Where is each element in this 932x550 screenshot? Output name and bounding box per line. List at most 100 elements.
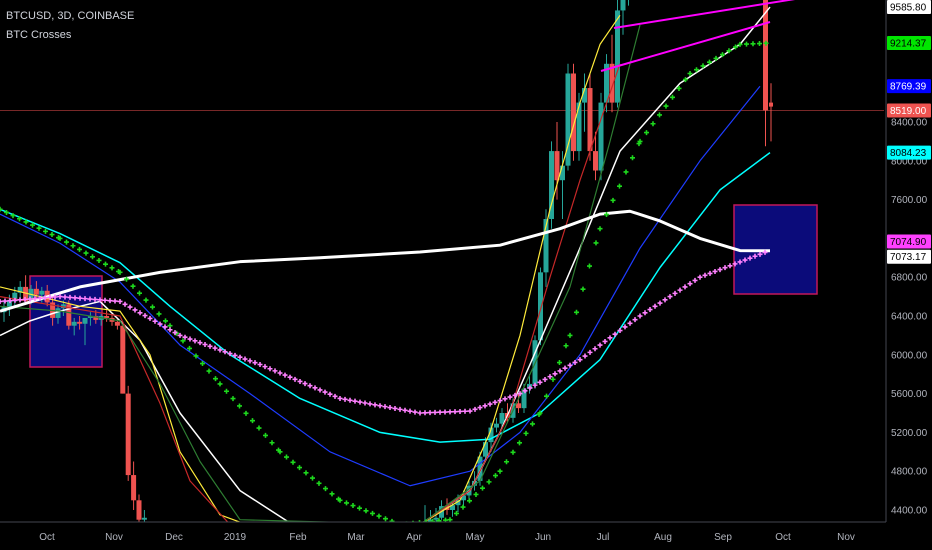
indicator-label: BTC Crosses xyxy=(6,29,72,41)
pink-cross-marker xyxy=(2,298,8,304)
green-cross-marker xyxy=(417,520,422,522)
x-tick-label: Apr xyxy=(406,532,422,543)
trendline-lower xyxy=(600,21,771,72)
pink-cross-marker xyxy=(107,298,113,304)
green-cross-marker xyxy=(143,297,149,303)
pink-cross-marker xyxy=(282,372,288,378)
candle-right-body xyxy=(499,413,505,424)
pink-cross-marker xyxy=(587,349,593,355)
green-cross-marker xyxy=(454,510,459,516)
pink-cross-marker xyxy=(292,376,298,382)
green-cross-marker xyxy=(574,309,579,315)
green-cross-marker xyxy=(256,425,262,431)
green-cross-marker xyxy=(90,254,95,260)
y-tick-label: 7600.00 xyxy=(891,195,928,206)
green-cross-marker xyxy=(637,138,643,144)
pink-cross-marker xyxy=(312,385,318,391)
candle-right-body xyxy=(538,272,543,341)
green-cross-marker xyxy=(389,518,395,522)
price-tag-label: 7073.17 xyxy=(890,252,927,263)
green-cross-marker xyxy=(284,454,289,460)
pink-cross-marker xyxy=(402,407,408,413)
green-cross-marker xyxy=(436,518,442,522)
y-tick-label: 6400.00 xyxy=(891,312,928,323)
pink-cross-marker xyxy=(592,346,598,352)
price-tag-label: 7074.90 xyxy=(890,237,927,248)
pink-cross-marker xyxy=(452,409,458,415)
green-cross-marker xyxy=(467,498,472,504)
green-cross-marker xyxy=(757,41,762,47)
pink-cross-marker xyxy=(272,368,278,374)
x-tick-label: Nov xyxy=(105,532,123,543)
price-tag-label: 9214.37 xyxy=(890,39,927,50)
green-cross-marker xyxy=(550,376,556,382)
green-cross-marker xyxy=(297,465,302,471)
green-cross-marker xyxy=(480,485,485,491)
x-tick-label: Jun xyxy=(535,532,551,543)
pink-cross-marker xyxy=(682,284,688,290)
green-cross-marker xyxy=(96,257,102,263)
green-cross-marker xyxy=(370,510,375,516)
green-cross-marker xyxy=(156,311,162,317)
green-cross-marker xyxy=(423,519,429,522)
x-tick-label: Jul xyxy=(597,532,610,543)
candle-left-body xyxy=(87,316,93,318)
pink-cross-marker xyxy=(597,342,603,348)
green-cross-marker xyxy=(750,41,756,47)
pink-cross-marker xyxy=(57,294,63,300)
pink-cross-marker xyxy=(172,330,178,336)
green-cross-marker xyxy=(683,77,688,83)
green-cross-marker xyxy=(763,40,769,46)
time-axis: Oct Nov Dec 2019 Feb Mar Apr May Jun Jul Aug Sep Oct… xyxy=(0,521,886,550)
y-tick-label: 6000.00 xyxy=(891,350,928,361)
pink-cross-marker xyxy=(322,389,328,395)
green-cross-marker xyxy=(163,318,168,324)
green-cross-marker xyxy=(523,430,529,436)
price-tag-bg xyxy=(887,0,931,14)
green-cross-marker xyxy=(617,183,622,189)
candle-left-body xyxy=(66,304,72,326)
pink-cross-marker xyxy=(142,313,148,319)
pink-cross-marker xyxy=(557,368,563,374)
candle-right-body xyxy=(494,423,499,428)
pink-cross-marker xyxy=(717,267,723,273)
green-cross-marker xyxy=(187,345,192,351)
pink-cross-marker xyxy=(407,408,413,414)
pink-cross-marker xyxy=(297,378,303,384)
candle-right-body xyxy=(488,427,494,443)
green-cross-marker xyxy=(623,169,629,175)
pink-cross-marker xyxy=(302,381,308,387)
candle-right-body xyxy=(609,63,615,103)
pink-cross-marker xyxy=(412,409,418,415)
green-cross-marker xyxy=(83,250,89,256)
price-tag-label: 8769.39 xyxy=(890,82,927,93)
pink-cross-marker xyxy=(502,396,508,402)
pink-cross-marker xyxy=(487,401,493,407)
green-cross-marker xyxy=(707,59,712,65)
ma-green-line xyxy=(0,24,641,522)
pink-cross-marker xyxy=(227,351,233,357)
price-tag-label: 9585.80 xyxy=(890,3,927,14)
pink-cross-marker xyxy=(392,405,398,411)
green-cross-marker xyxy=(224,388,229,394)
pink-cross-marker xyxy=(122,301,128,307)
candle-right-body xyxy=(587,88,593,152)
pink-cross-marker xyxy=(207,343,213,349)
green-cross-marker xyxy=(537,410,543,416)
pink-cross-marker xyxy=(432,409,438,415)
pink-cross-marker xyxy=(677,287,683,293)
pink-cross-marker xyxy=(162,324,168,330)
green-cross-marker xyxy=(493,473,498,479)
pink-cross-marker xyxy=(362,400,368,406)
candle-right-body xyxy=(483,442,488,457)
green-cross-marker xyxy=(563,343,569,349)
pink-cross-marker xyxy=(217,347,223,353)
pink-cross-marker xyxy=(42,295,48,301)
green-cross-marker xyxy=(103,261,108,267)
y-tick-label: 8000.00 xyxy=(891,156,928,167)
green-cross-marker xyxy=(657,112,662,118)
price-tag-bg xyxy=(887,36,931,51)
pink-cross-marker xyxy=(492,399,498,405)
pink-cross-marker xyxy=(137,310,143,316)
